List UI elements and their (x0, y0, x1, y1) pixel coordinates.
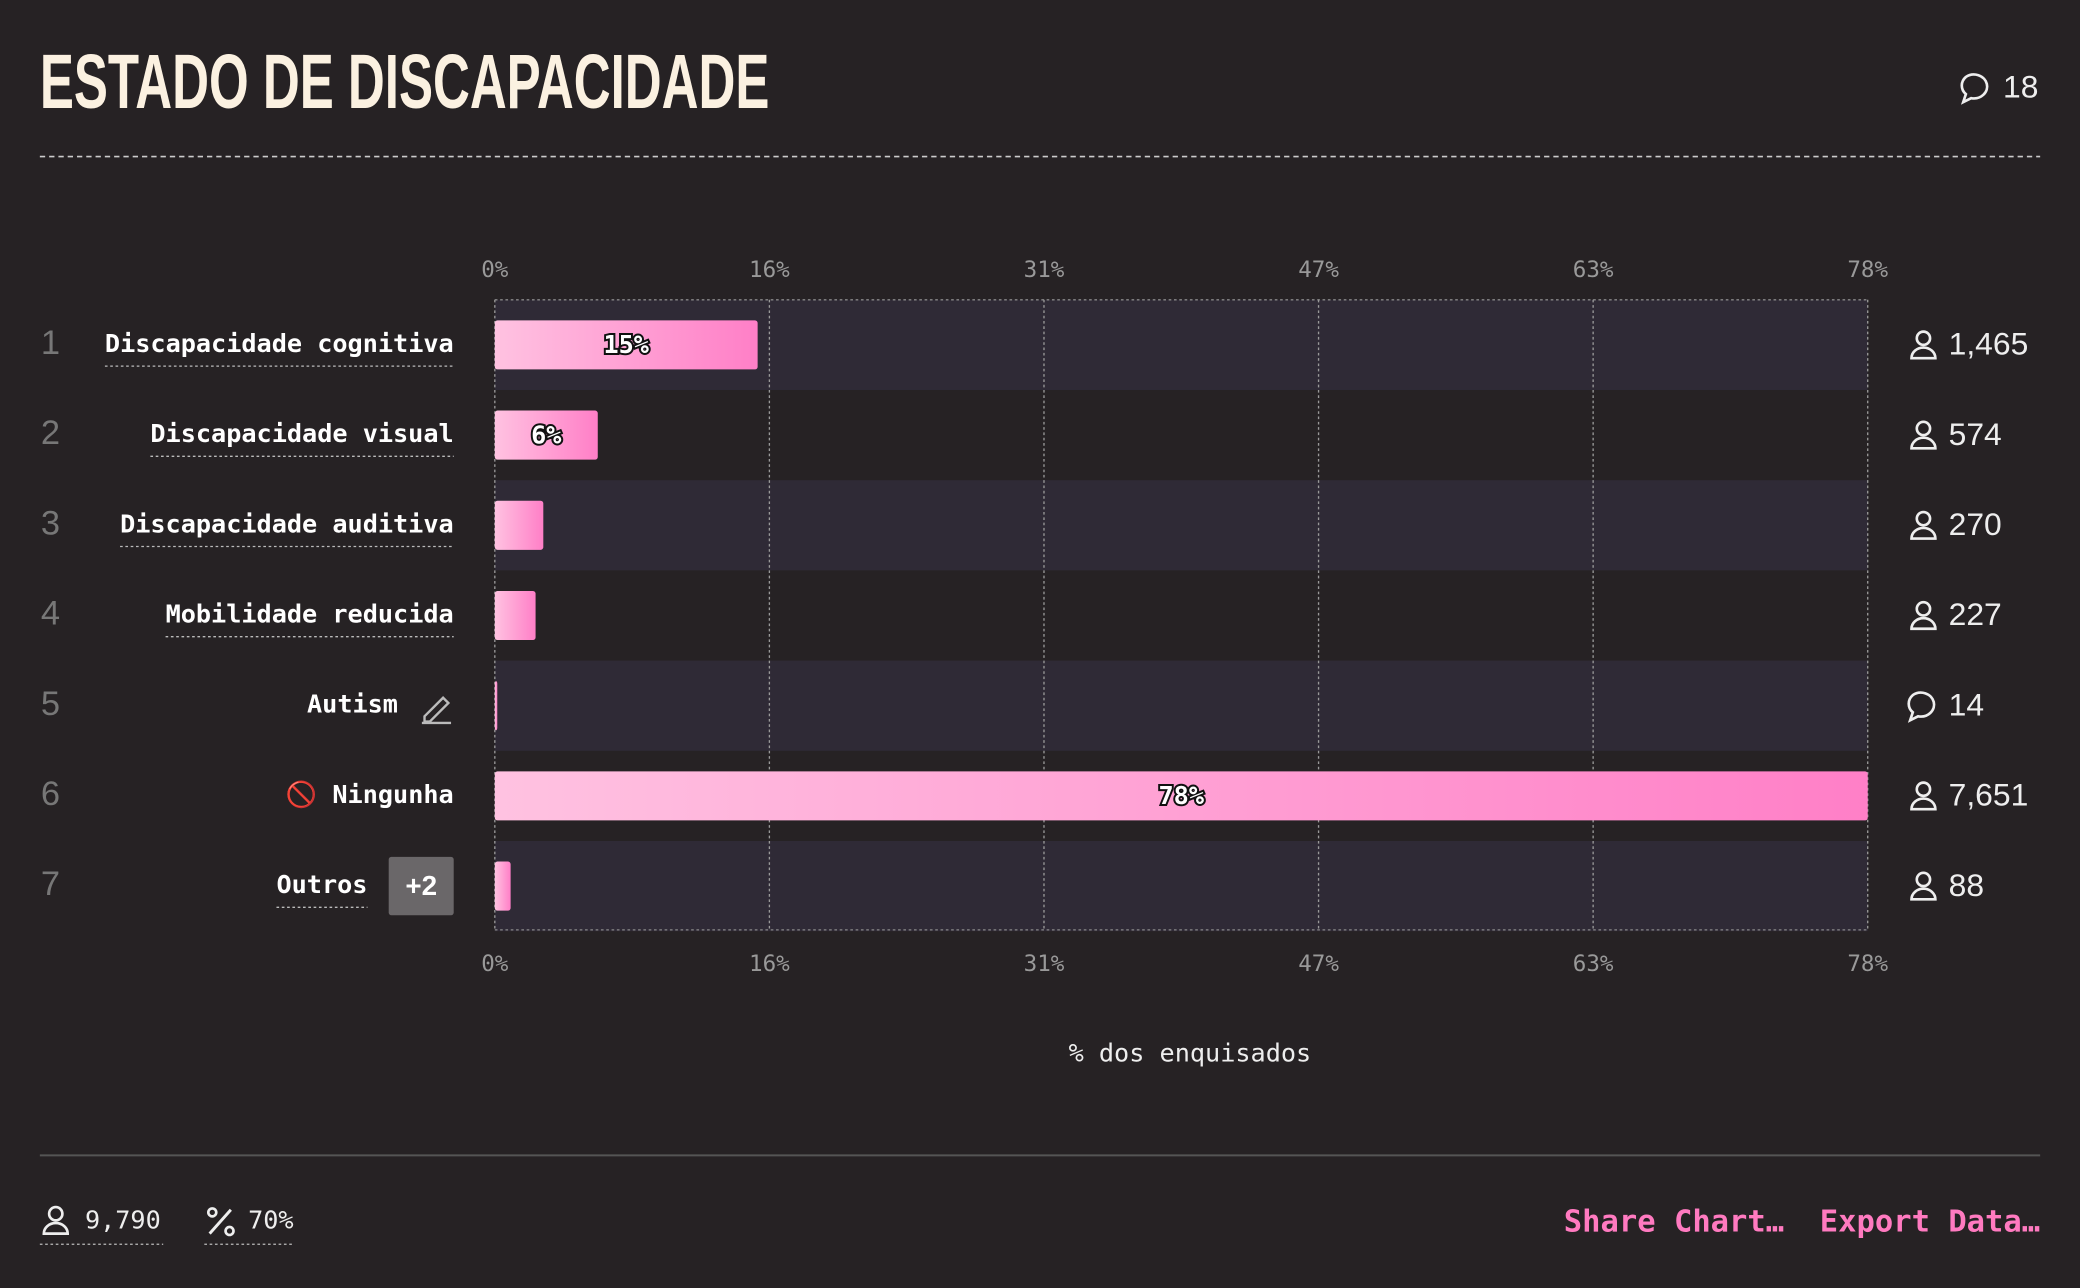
person-icon (1915, 781, 1932, 798)
person-icon (1915, 420, 1932, 437)
x-tick-label: 78% (1847, 257, 1888, 283)
bar (494, 320, 758, 370)
x-tick-label: 63% (1573, 257, 1614, 283)
x-tick-label: 0% (481, 951, 509, 977)
percent-icon (206, 1207, 218, 1218)
comment-icon (1907, 691, 1936, 723)
count: 270 (1949, 506, 2002, 542)
badge (388, 856, 454, 916)
edit-icon (421, 696, 452, 725)
value-label: 6% (531, 420, 561, 449)
person-icon (47, 1205, 64, 1222)
row-band (494, 480, 1868, 571)
footer-rate: 70% (204, 1206, 295, 1245)
person-icon (1915, 600, 1932, 617)
x-tick-label: 63% (1573, 951, 1614, 977)
category-label: Discapacidade cognitiva (105, 329, 454, 358)
rank: 7 (41, 865, 60, 903)
bar (494, 500, 544, 550)
person-icon (1915, 510, 1932, 527)
percent-icon (224, 1225, 235, 1237)
person-icon (1910, 797, 1937, 811)
x-tick-label: 47% (1298, 951, 1339, 977)
count: 14 (1949, 686, 1984, 722)
x-tick-label: 78% (1847, 951, 1888, 977)
comment-count[interactable]: 18 (2003, 68, 2038, 104)
rank: 5 (41, 685, 60, 723)
comment-icon[interactable] (1960, 73, 1989, 105)
rank: 6 (41, 775, 60, 813)
count: 7,651 (1949, 777, 2029, 813)
count: 574 (1949, 416, 2002, 452)
rank: 1 (41, 324, 60, 362)
badge-text: +2 (405, 870, 437, 901)
person-icon (1910, 526, 1937, 540)
count: 88 (1949, 867, 1984, 903)
footer-respondents: 9,790 (39, 1205, 164, 1245)
rank: 2 (41, 414, 60, 452)
response-rate: 70% (248, 1206, 294, 1235)
share-button[interactable]: Share Chart… (1564, 1205, 1784, 1240)
bar (494, 771, 1868, 821)
respondents: 9,790 (85, 1206, 161, 1235)
bar (494, 861, 511, 911)
x-tick-label: 0% (481, 257, 509, 283)
row-band (494, 660, 1868, 751)
person-icon (1915, 871, 1932, 888)
person-icon (1915, 330, 1932, 347)
x-tick-label: 16% (749, 257, 790, 283)
category-label: 🚫 Ningunha (286, 780, 454, 809)
value-label: 15% (603, 330, 649, 359)
bar (494, 681, 498, 731)
category-label: Autism (307, 690, 398, 719)
count: 1,465 (1949, 326, 2029, 362)
percent-icon (208, 1208, 232, 1235)
person-icon (1910, 616, 1937, 631)
person-icon (1910, 436, 1937, 450)
category-label: Discapacidade auditiva (120, 509, 454, 538)
value-label: 78% (1159, 781, 1205, 810)
category-label: Outros (276, 870, 367, 899)
export-button[interactable]: Export Data… (1820, 1205, 2040, 1240)
x-axis-label: % dos enquisados (1069, 1039, 1312, 1068)
x-tick-label: 31% (1024, 257, 1065, 283)
person-icon (42, 1221, 70, 1235)
category-label: Discapacidade visual (150, 419, 453, 448)
bar (494, 410, 598, 460)
x-tick-label: 16% (749, 951, 790, 977)
row-band (494, 840, 1868, 932)
person-icon (1910, 887, 1937, 901)
bar (494, 590, 536, 641)
x-tick-label: 31% (1024, 951, 1065, 977)
chart-title: ESTADO DE DISCAPACIDADE (40, 39, 770, 125)
person-icon (1910, 346, 1937, 360)
rank: 4 (41, 595, 60, 633)
category-label: Mobilidade reducida (166, 599, 454, 628)
count: 227 (1949, 596, 2002, 632)
x-tick-label: 47% (1298, 257, 1339, 283)
rank: 3 (41, 504, 60, 542)
